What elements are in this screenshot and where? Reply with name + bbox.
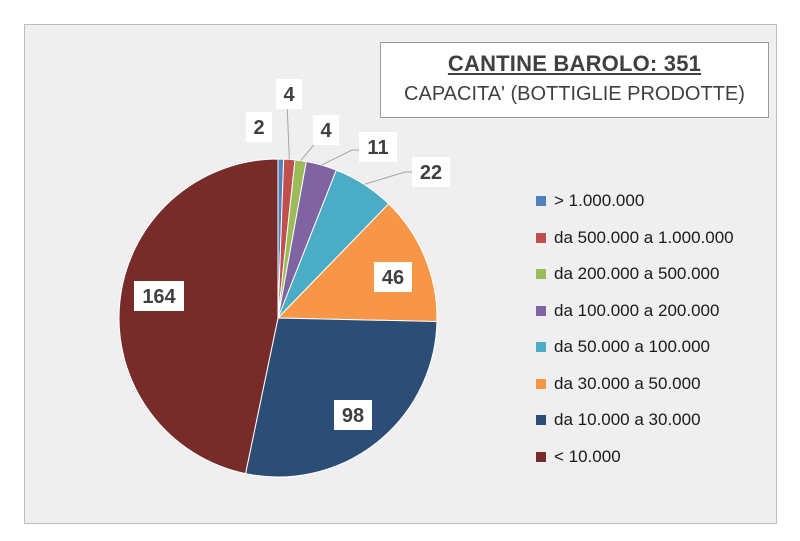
legend-label: da 200.000 a 500.000 [554, 264, 720, 284]
data-label: 11 [367, 137, 388, 159]
data-label-box [246, 112, 272, 142]
data-label-box [313, 115, 339, 145]
chart-title: CANTINE BAROLO: 351 [447, 51, 702, 76]
legend-swatch [536, 232, 546, 243]
chart-legend: > 1.000.000 da 500.000 a 1.000.000 da 20… [536, 183, 734, 475]
legend-swatch [536, 415, 546, 426]
data-label: 2 [253, 117, 264, 139]
legend-swatch [536, 305, 546, 316]
chart-title-box: CANTINE BAROLO: 351 CAPACITA' (BOTTIGLIE… [380, 42, 769, 118]
legend-swatch [536, 269, 546, 280]
data-label: 164 [142, 286, 176, 308]
pie-slice [118, 158, 279, 475]
legend-label: da 50.000 a 100.000 [554, 337, 710, 357]
data-label: 4 [283, 84, 295, 106]
data-label-box [276, 79, 302, 109]
legend-label: > 1.000.000 [554, 191, 645, 211]
data-label: 98 [342, 405, 364, 427]
data-label: 22 [420, 162, 442, 184]
pie-slice [276, 203, 438, 323]
legend-entry: da 30.000 a 50.000 [536, 366, 734, 403]
legend-entry: da 10.000 a 30.000 [536, 402, 734, 439]
data-label-box [134, 281, 184, 311]
legend-swatch [536, 451, 546, 462]
pie-slice [244, 317, 438, 478]
legend-entry: da 100.000 a 200.000 [536, 293, 734, 330]
legend-label: < 10.000 [554, 446, 621, 466]
legend-entry: < 10.000 [536, 439, 734, 476]
legend-label: da 30.000 a 50.000 [554, 373, 701, 393]
legend-label: da 10.000 a 30.000 [554, 410, 701, 430]
legend-entry: > 1.000.000 [536, 183, 734, 220]
data-label-box [374, 262, 412, 292]
legend-swatch [536, 342, 546, 353]
data-label: 46 [382, 267, 404, 289]
legend-swatch [536, 196, 546, 207]
data-label-box [412, 157, 450, 187]
legend-swatch [536, 378, 546, 389]
data-label-box [334, 400, 372, 430]
legend-label: da 100.000 a 200.000 [554, 300, 720, 320]
legend-entry: da 50.000 a 100.000 [536, 329, 734, 366]
leader-line [286, 102, 290, 160]
chart-subtitle: CAPACITA' (BOTTIGLIE PRODOTTE) [404, 83, 745, 105]
legend-entry: da 500.000 a 1.000.000 [536, 220, 734, 257]
data-label: 4 [320, 120, 332, 142]
legend-label: da 500.000 a 1.000.000 [554, 227, 734, 247]
legend-entry: da 200.000 a 500.000 [536, 256, 734, 293]
data-label-box [359, 132, 397, 162]
